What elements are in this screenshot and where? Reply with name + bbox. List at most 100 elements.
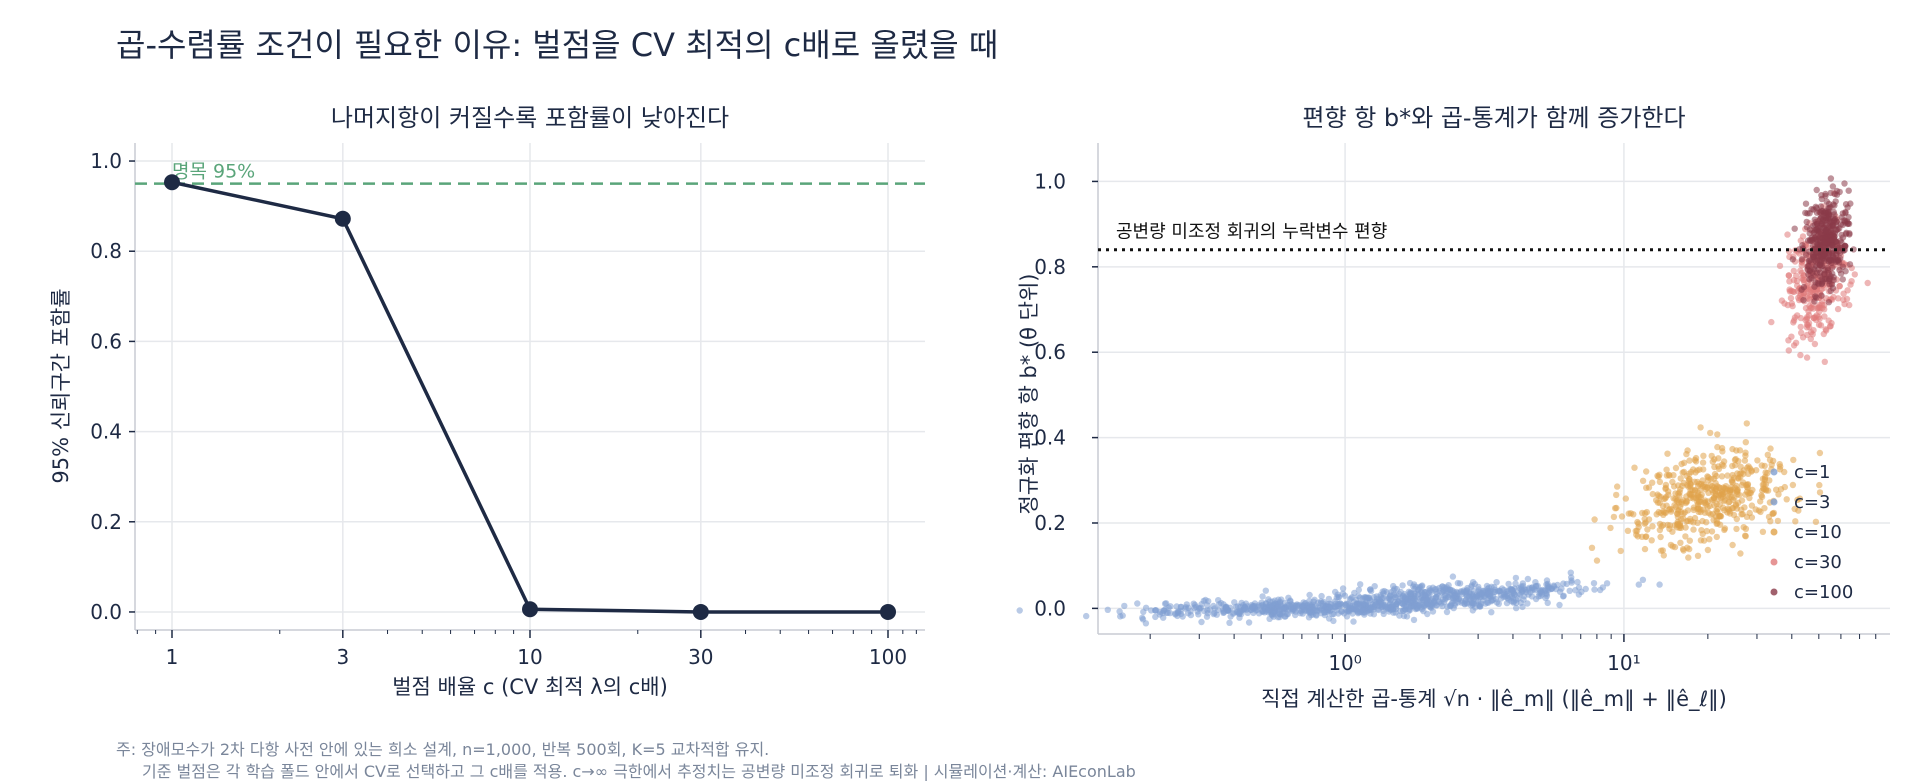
right-y-tick-label: 0.0 (1034, 596, 1066, 620)
scatter-point-c=100 (1842, 219, 1849, 226)
scatter-point-c=10 (1738, 511, 1745, 518)
scatter-point-c=1 (1179, 613, 1186, 620)
scatter-point-c=3 (1306, 607, 1313, 615)
scatter-point-c=3 (1391, 598, 1399, 606)
scatter-point-c=100 (1841, 180, 1848, 187)
right-y-tick-label: 0.2 (1034, 511, 1066, 535)
scatter-point-c=10 (1781, 468, 1788, 476)
scatter-point-c=3 (1337, 600, 1344, 607)
scatter-point-c=10 (1617, 547, 1624, 555)
scatter-point-c=10 (1677, 475, 1684, 482)
scatter-point-c=1 (1313, 607, 1320, 614)
scatter-point-c=30 (1797, 323, 1804, 331)
coverage-point (880, 603, 896, 620)
scatter-point-c=100 (1806, 210, 1813, 217)
scatter-point-c=30 (1834, 305, 1842, 313)
scatter-point-c=3 (1563, 580, 1570, 588)
scatter-point-c=1 (1140, 608, 1147, 616)
scatter-point-c=10 (1812, 518, 1820, 525)
scatter-point-c=30 (1805, 295, 1812, 302)
scatter-point-c=100 (1811, 216, 1819, 223)
scatter-point-c=1 (1142, 620, 1150, 627)
scatter-point-c=10 (1639, 477, 1647, 484)
scatter-point-c=3 (1543, 577, 1551, 584)
scatter-point-c=100 (1815, 228, 1822, 236)
scatter-point-c=100 (1825, 270, 1832, 277)
scatter-point-c=100 (1823, 232, 1830, 239)
scatter-point-c=10 (1711, 470, 1719, 478)
scatter-point-c=30 (1790, 342, 1798, 349)
footer-note-1: 주: 장애모수가 2차 다항 사전 안에 있는 희소 설계, n=1,000, … (116, 740, 770, 759)
scatter-point-c=1 (1202, 596, 1209, 604)
scatter-point-c=3 (1635, 581, 1643, 588)
scatter-point-c=100 (1829, 285, 1837, 292)
scatter-point-c=3 (1382, 601, 1389, 609)
scatter-point-c=100 (1806, 230, 1813, 237)
scatter-point-c=10 (1732, 455, 1739, 463)
scatter-point-c=3 (1331, 603, 1339, 611)
right-x-ticks: 10⁰ 10¹ (1149, 634, 1877, 675)
scatter-point-c=1 (1242, 606, 1250, 613)
scatter-point-c=3 (1524, 575, 1532, 583)
scatter-point-c=10 (1714, 443, 1721, 451)
right-y-ticks: 0.0 0.2 0.4 0.6 0.8 1.0 (1034, 169, 1098, 620)
scatter-point-c=30 (1848, 278, 1855, 285)
scatter-point-c=30 (1788, 287, 1795, 294)
scatter-point-c=10 (1711, 463, 1718, 471)
scatter-point-c=3 (1566, 587, 1573, 594)
scatter-point-c=3 (1332, 588, 1339, 596)
scatter-point-c=30 (1784, 231, 1791, 238)
scatter-point-c=10 (1678, 460, 1685, 468)
scatter-point-c=3 (1567, 569, 1575, 576)
left-y-tick-label: 0.4 (90, 420, 122, 444)
scatter-point-c=100 (1845, 187, 1852, 194)
scatter-point-c=10 (1677, 539, 1684, 546)
scatter-point-c=10 (1593, 557, 1601, 564)
scatter-point-c=10 (1694, 552, 1702, 559)
legend-label-c=1: c=1 (1794, 462, 1830, 483)
scatter-point-c=10 (1686, 545, 1693, 553)
scatter-point-c=100 (1789, 256, 1797, 263)
scatter-point-c=1 (1172, 610, 1179, 617)
scatter-point-c=10 (1718, 473, 1726, 480)
scatter-point-c=10 (1700, 466, 1707, 473)
scatter-point-c=10 (1690, 493, 1698, 501)
legend-label-c=100: c=100 (1794, 582, 1853, 603)
scatter-point-c=10 (1683, 450, 1690, 458)
scatter-point-c=100 (1833, 238, 1840, 246)
nominal-coverage-label: 명목 95% (172, 161, 255, 183)
scatter-point-c=1 (1488, 609, 1495, 616)
scatter-point-c=10 (1648, 537, 1655, 544)
scatter-point-c=10 (1735, 499, 1742, 506)
scatter-point-c=3 (1262, 587, 1270, 594)
left-y-axis-title: 95% 신뢰구간 포함률 (49, 288, 73, 483)
left-x-tick-label: 1 (166, 645, 179, 669)
scatter-point-c=10 (1700, 452, 1707, 459)
legend-marker-c=1 (1770, 468, 1778, 476)
scatter-point-c=1 (1159, 609, 1166, 617)
scatter-point-c=30 (1821, 301, 1828, 309)
scatter-legend: c=1 c=3 c=10 c=30 c=100 (1770, 462, 1853, 603)
scatter-point-c=100 (1843, 229, 1850, 236)
right-y-tick-label: 0.6 (1034, 340, 1066, 364)
scatter-point-c=1 (1335, 610, 1342, 617)
scatter-point-c=10 (1641, 515, 1648, 523)
scatter-point-c=3 (1429, 584, 1437, 591)
scatter-point-c=1 (1513, 604, 1520, 612)
scatter-point-c=3 (1656, 581, 1663, 588)
scatter-point-c=10 (1645, 484, 1653, 491)
scatter-point-c=10 (1674, 520, 1681, 527)
scatter-point-c=10 (1731, 494, 1738, 501)
scatter-point-c=1 (1495, 600, 1503, 607)
scatter-point-c=10 (1766, 456, 1774, 463)
scatter-point-c=10 (1655, 508, 1662, 516)
scatter-point-c=100 (1835, 244, 1843, 251)
scatter-point-c=100 (1805, 257, 1813, 264)
scatter-point-c=1 (1296, 607, 1303, 614)
scatter-point-c=3 (1326, 604, 1333, 611)
scatter-point-c=10 (1707, 429, 1714, 437)
scatter-point-c=10 (1696, 494, 1703, 501)
coverage-point (522, 601, 538, 618)
scatter-point-c=1 (1083, 612, 1090, 620)
scatter-point-c=10 (1607, 524, 1614, 532)
